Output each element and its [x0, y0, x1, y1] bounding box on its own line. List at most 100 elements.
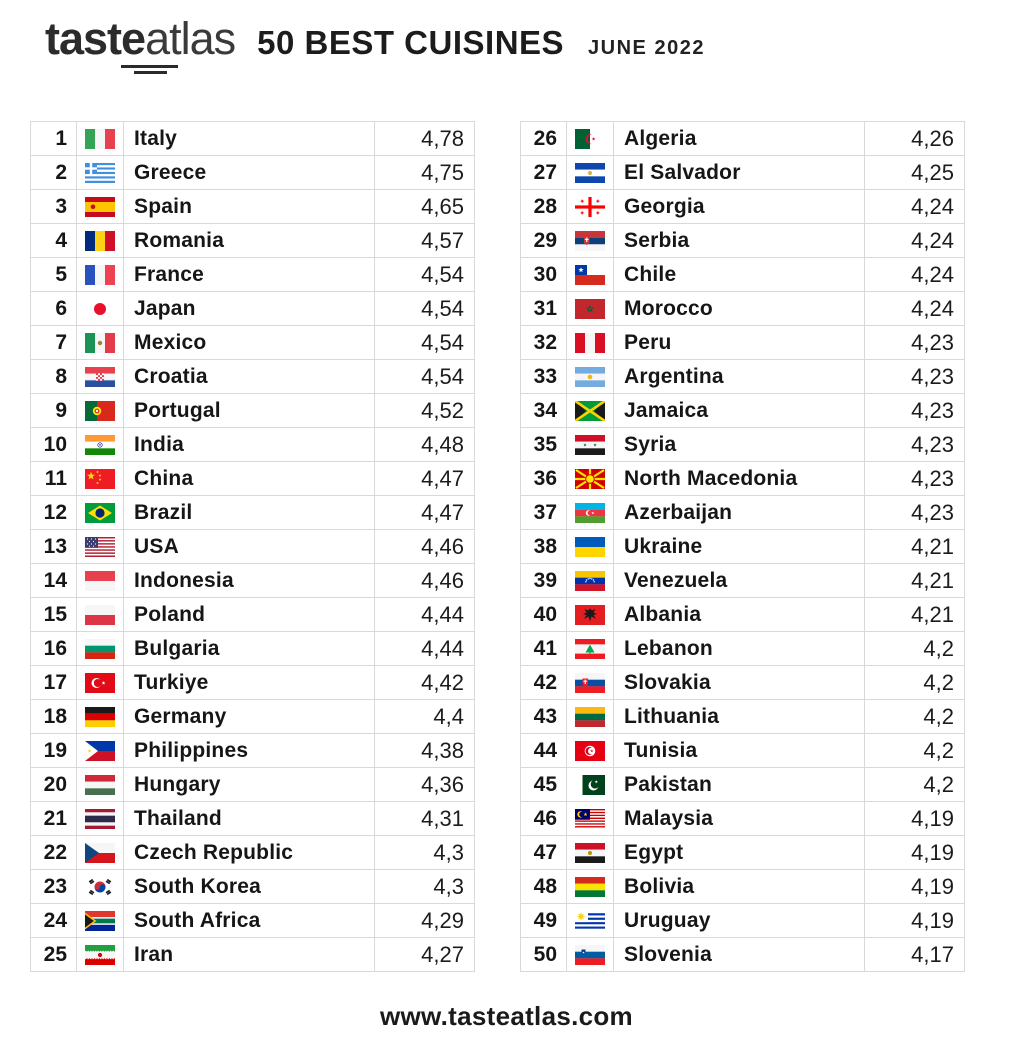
- country-name: Morocco: [624, 296, 713, 320]
- table-row: 14 Indonesia 4,46: [31, 564, 474, 598]
- score-cell: 4,23: [864, 326, 964, 359]
- country-name: Portugal: [134, 398, 221, 422]
- table-row: 8 Croatia 4,54: [31, 360, 474, 394]
- score-cell: 4,29: [374, 904, 474, 937]
- rank-cell: 5: [31, 258, 77, 291]
- table-row: 9 Portugal 4,52: [31, 394, 474, 428]
- table-row: 40 Albania 4,21: [521, 598, 964, 632]
- iran-flag-icon: [77, 938, 124, 971]
- rank-cell: 12: [31, 496, 77, 529]
- rank-cell: 50: [521, 938, 567, 971]
- country-name: France: [134, 262, 205, 286]
- score-cell: 4,17: [864, 938, 964, 971]
- table-row: 25 Iran 4,27: [31, 938, 474, 971]
- country-name: Slovakia: [624, 670, 711, 694]
- table-row: 10 India 4,48: [31, 428, 474, 462]
- table-row: 2 Greece 4,75: [31, 156, 474, 190]
- venezuela-flag-icon: [567, 564, 614, 597]
- czech-republic-flag-icon: [77, 836, 124, 869]
- germany-flag-icon: [77, 700, 124, 733]
- table-row: 50 Slovenia 4,17: [521, 938, 964, 971]
- egypt-flag-icon: [567, 836, 614, 869]
- japan-flag-icon: [77, 292, 124, 325]
- country-name: Indonesia: [134, 568, 234, 592]
- table-row: 39 Venezuela 4,21: [521, 564, 964, 598]
- score-cell: 4,47: [374, 496, 474, 529]
- country-name: Jamaica: [624, 398, 709, 422]
- table-row: 27 El Salvador 4,25: [521, 156, 964, 190]
- score-cell: 4,2: [864, 768, 964, 801]
- india-flag-icon: [77, 428, 124, 461]
- rank-cell: 3: [31, 190, 77, 223]
- score-cell: 4,19: [864, 904, 964, 937]
- rank-cell: 4: [31, 224, 77, 257]
- ranking-tables: 1 Italy 4,78 2 Greece 4,75 3 Spain 4,65 4 Romania 4…: [30, 121, 965, 972]
- score-cell: 4,23: [864, 428, 964, 461]
- country-name: Thailand: [134, 806, 222, 830]
- score-cell: 4,23: [864, 496, 964, 529]
- poland-flag-icon: [77, 598, 124, 631]
- rank-cell: 11: [31, 462, 77, 495]
- score-cell: 4,23: [864, 462, 964, 495]
- rank-cell: 33: [521, 360, 567, 393]
- table-row: 3 Spain 4,65: [31, 190, 474, 224]
- logo-text-taste: taste: [45, 13, 146, 64]
- score-cell: 4,27: [374, 938, 474, 971]
- rank-cell: 2: [31, 156, 77, 189]
- country-name: Slovenia: [624, 942, 712, 966]
- albania-flag-icon: [567, 598, 614, 631]
- score-cell: 4,42: [374, 666, 474, 699]
- rank-cell: 17: [31, 666, 77, 699]
- country-name: Malaysia: [624, 806, 714, 830]
- tasteatlas-logo: tasteatlas: [45, 13, 236, 74]
- usa-flag-icon: [77, 530, 124, 563]
- table-row: 11 China 4,47: [31, 462, 474, 496]
- malaysia-flag-icon: [567, 802, 614, 835]
- france-flag-icon: [77, 258, 124, 291]
- south-africa-flag-icon: [77, 904, 124, 937]
- score-cell: 4,57: [374, 224, 474, 257]
- score-cell: 4,2: [864, 666, 964, 699]
- country-name: Iran: [134, 942, 174, 966]
- rank-cell: 32: [521, 326, 567, 359]
- table-row: 47 Egypt 4,19: [521, 836, 964, 870]
- table-row: 36 North Macedonia 4,23: [521, 462, 964, 496]
- rank-cell: 16: [31, 632, 77, 665]
- table-row: 44 Tunisia 4,2: [521, 734, 964, 768]
- country-name: Czech Republic: [134, 840, 294, 864]
- azerbaijan-flag-icon: [567, 496, 614, 529]
- table-row: 45 Pakistan 4,2: [521, 768, 964, 802]
- portugal-flag-icon: [77, 394, 124, 427]
- score-cell: 4,2: [864, 700, 964, 733]
- table-row: 17 Turkiye 4,42: [31, 666, 474, 700]
- score-cell: 4,46: [374, 530, 474, 563]
- score-cell: 4,54: [374, 360, 474, 393]
- country-name: Syria: [624, 432, 677, 456]
- table-row: 24 South Africa 4,29: [31, 904, 474, 938]
- score-cell: 4,46: [374, 564, 474, 597]
- lithuania-flag-icon: [567, 700, 614, 733]
- table-row: 23 South Korea 4,3: [31, 870, 474, 904]
- lebanon-flag-icon: [567, 632, 614, 665]
- indonesia-flag-icon: [77, 564, 124, 597]
- score-cell: 4,25: [864, 156, 964, 189]
- country-name: Lithuania: [624, 704, 720, 728]
- croatia-flag-icon: [77, 360, 124, 393]
- rank-cell: 1: [31, 122, 77, 155]
- country-name: Greece: [134, 160, 207, 184]
- ranking-column-right: 26 Algeria 4,26 27 El Salvador 4,25 28 Georgia 4…: [520, 121, 965, 972]
- rank-cell: 35: [521, 428, 567, 461]
- rank-cell: 18: [31, 700, 77, 733]
- rank-cell: 44: [521, 734, 567, 767]
- score-cell: 4,78: [374, 122, 474, 155]
- peru-flag-icon: [567, 326, 614, 359]
- romania-flag-icon: [77, 224, 124, 257]
- rank-cell: 8: [31, 360, 77, 393]
- table-row: 43 Lithuania 4,2: [521, 700, 964, 734]
- argentina-flag-icon: [567, 360, 614, 393]
- country-name: India: [134, 432, 185, 456]
- georgia-flag-icon: [567, 190, 614, 223]
- serbia-flag-icon: [567, 224, 614, 257]
- table-row: 29 Serbia 4,24: [521, 224, 964, 258]
- table-row: 34 Jamaica 4,23: [521, 394, 964, 428]
